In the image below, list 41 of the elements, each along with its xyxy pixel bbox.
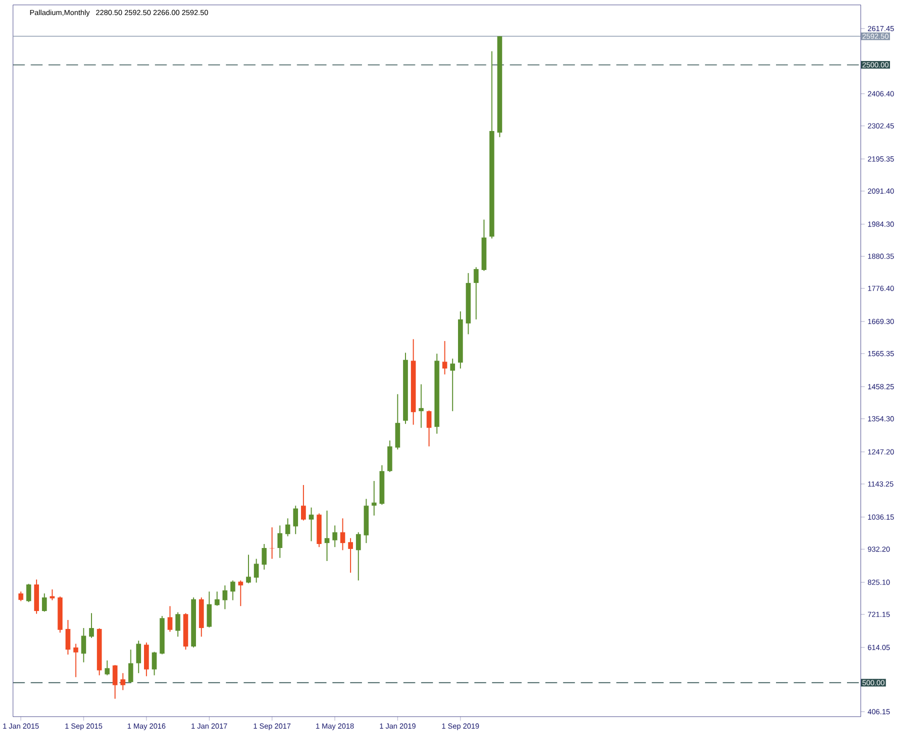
- candlestick: [214, 590, 220, 606]
- candlestick: [222, 584, 228, 610]
- candlestick: [89, 612, 94, 638]
- candlestick: [81, 627, 86, 663]
- candlestick: [112, 664, 118, 700]
- candlestick: [426, 410, 432, 447]
- candlestick: [50, 588, 55, 601]
- candlestick: [262, 543, 267, 570]
- candlestick: [206, 590, 212, 628]
- candlestick: [104, 660, 110, 676]
- candlestick: [254, 558, 259, 583]
- candlestick: [356, 532, 361, 581]
- candlestick: [348, 537, 353, 574]
- candlestick: [175, 612, 180, 637]
- candlestick: [42, 592, 47, 612]
- candlestick: [128, 648, 134, 683]
- candlestick: [442, 340, 448, 375]
- candlestick: [270, 526, 274, 560]
- candlestick: [308, 506, 314, 542]
- candlestick: [277, 524, 282, 558]
- candlestick: [418, 384, 424, 428]
- candlestick: [136, 640, 142, 674]
- candlestick: [474, 266, 479, 320]
- candlestick: [340, 518, 346, 550]
- candlestick: [152, 651, 157, 676]
- candlestick: [324, 510, 330, 562]
- candlestick: [450, 358, 456, 412]
- candlestick: [230, 580, 236, 601]
- candlestick: [168, 605, 172, 632]
- candlestick: [18, 590, 24, 602]
- candlestick: [246, 554, 251, 584]
- candlestick: [301, 484, 306, 521]
- candlestick: [238, 580, 244, 606]
- candlestick: [26, 583, 32, 602]
- candlestick: [332, 524, 338, 548]
- candlestick: [293, 504, 298, 534]
- candlestick: [73, 643, 78, 678]
- candlestick: [285, 518, 290, 537]
- candlestick: [66, 619, 70, 655]
- candlestick: [120, 672, 126, 690]
- candlestick: [372, 480, 377, 516]
